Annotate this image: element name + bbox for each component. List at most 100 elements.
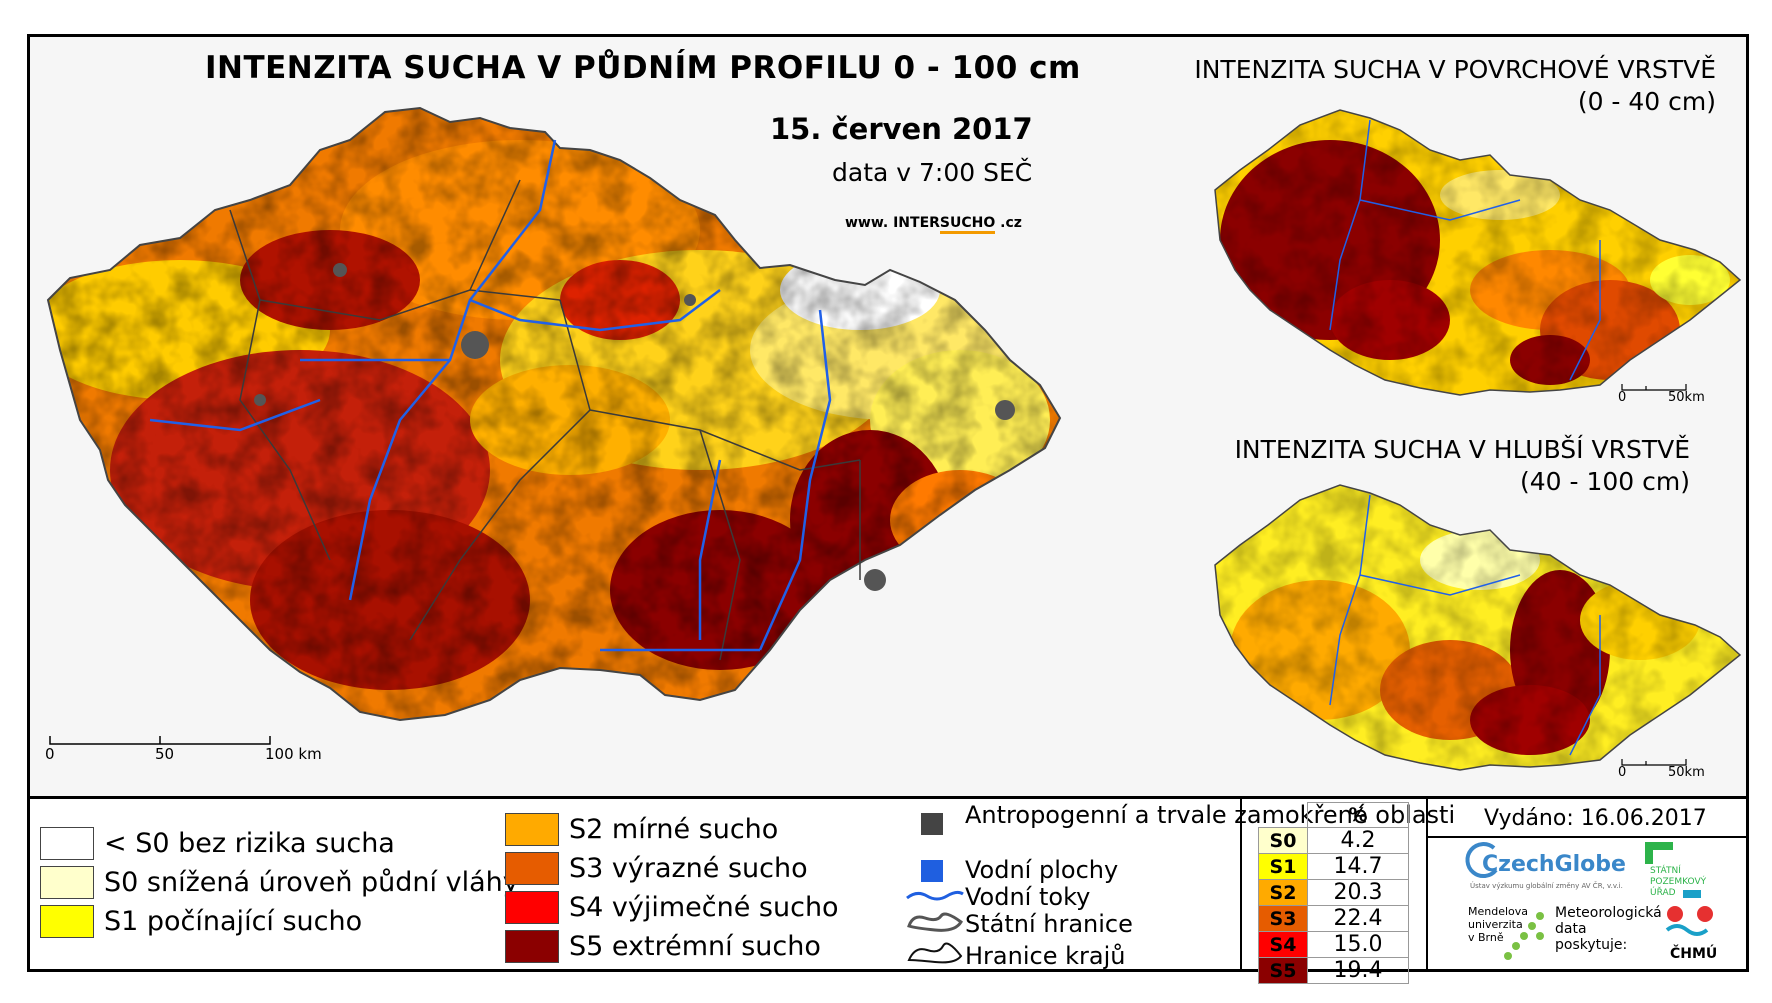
inset-top-subtitle: (0 - 40 cm) [1577,87,1716,116]
percent-class: S2 [1258,879,1308,906]
legend-label: S2 mírné sucho [569,814,779,845]
inset-bottom-drought-map [1215,485,1740,770]
inset-bottom-scalebar-label-0: 0 [1618,765,1627,780]
legend-label: S3 výrazné sucho [569,853,808,884]
table-row: S4 15.0 [1258,931,1409,958]
percent-class: S1 [1258,853,1308,880]
website-suffix: .cz [995,215,1022,231]
legend-swatch [40,827,94,860]
mendel-line-2: univerzita [1468,918,1523,931]
percent-class: S3 [1258,905,1308,932]
legend-class-s3: S3 výrazné sucho [505,852,808,885]
website-prefix: www. INTER [845,215,940,231]
inset-bottom-title: INTENZITA SUCHA V HLUBŠÍ VRSTVĚ [1234,435,1690,464]
czechglobe-logo-text: CzechGlobe [1482,852,1626,877]
legend-swatch [505,930,559,963]
meteo-line-2: data [1555,921,1587,937]
table-row: S2 20.3 [1258,879,1409,906]
spu-line-3: ÚŘAD [1650,888,1676,898]
percent-value: 20.3 [1307,879,1409,906]
legend-class-s1: S1 počínající sucho [40,905,362,938]
table-row: S0 4.2 [1258,827,1409,854]
mendel-logo-icon [1504,912,1544,960]
main-drought-map [48,108,1060,720]
percent-class: S4 [1258,931,1308,958]
legend-rivers-label: Vodní toky [965,883,1091,911]
legend-state-border-label: Státní hranice [965,910,1133,938]
percent-value: 19.4 [1307,957,1409,984]
chmu-logo-icon [1665,890,1713,936]
region-border-icon [907,942,963,964]
legend-label: S5 extrémní sucho [569,931,821,962]
urban-area-icon [921,813,943,835]
percent-value: 22.4 [1307,905,1409,932]
website-mid: SUCHO [939,215,996,234]
legend-class-s2: S2 mírné sucho [505,813,778,846]
legend-divider [1240,796,1242,972]
table-row: S3 22.4 [1258,905,1409,932]
main-map-time: data v 7:00 SEČ [832,158,1033,187]
main-map-date: 15. červen 2017 [770,112,1033,146]
table-row: S5 19.4 [1258,957,1409,984]
legend-swatch [505,852,559,885]
main-scalebar [49,736,271,745]
inset-bottom-scalebar [1621,759,1687,766]
legend-swatch [40,905,94,938]
percent-table-header: % [1258,802,1409,828]
inset-top-drought-map [1215,110,1740,395]
legend-region-border-label: Hranice krajů [965,942,1126,970]
inset-bottom-subtitle: (40 - 100 cm) [1520,467,1690,496]
legend-panel [27,796,1749,972]
legend-label: S1 počínající sucho [104,906,363,937]
czechglobe-subtitle: Ústav výzkumu globální změny AV ČR, v.v.… [1470,882,1623,890]
legend-swatch [505,813,559,846]
main-urban-areas [254,263,1015,591]
legend-label: S0 snížená úroveň půdní vláhy [104,867,519,898]
mendel-line-1: Mendelova [1468,905,1529,918]
inset-top-scalebar-label-0: 0 [1618,390,1627,405]
spu-line-2: POZEMKOVÝ [1650,877,1707,887]
main-region-borders [229,179,861,661]
legend-class-below-s0: < S0 bez rizika sucha [40,827,395,860]
legend-label: < S0 bez rizika sucha [104,828,395,859]
percent-class: S0 [1258,827,1308,854]
percent-table: % S0 4.2 S1 14.7 S2 20.3 S3 22.4 S4 15.0… [1258,802,1409,984]
percent-table-corner [1258,802,1308,828]
issued-date: Vydáno: 16.06.2017 [1484,806,1707,831]
spu-logo-icon [1645,842,1673,864]
website-link[interactable]: www. INTERSUCHO .cz [845,215,1022,234]
percent-value: 4.2 [1307,827,1409,854]
percent-class: S5 [1258,957,1308,984]
main-scalebar-label-100: 100 km [265,745,322,763]
chmu-logo-text: ČHMÚ [1670,946,1718,962]
river-line-icon [906,890,964,901]
mendel-line-3: v Brně [1468,931,1504,944]
inset-top-scalebar [1621,384,1687,391]
table-row: S1 14.7 [1258,853,1409,880]
legend-swatch [40,866,94,899]
legend-swatch [505,891,559,924]
meteo-data-text: Meteorologická data poskytuje: [1555,905,1662,953]
legend-water-label: Vodní plochy [965,856,1119,884]
main-rivers [149,139,832,652]
inset-bottom-scalebar-label-50: 50km [1668,765,1705,780]
mendel-logo-text: Mendelova univerzita v Brně [1468,905,1528,944]
state-border-icon [907,912,963,932]
water-body-icon [921,860,943,882]
inset-bottom-state-border [1214,484,1742,771]
legend-class-s5: S5 extrémní sucho [505,930,821,963]
main-scalebar-label-0: 0 [45,745,55,763]
meteo-line-3: poskytuje: [1555,937,1628,953]
inset-top-title: INTENZITA SUCHA V POVRCHOVÉ VRSTVĚ [1194,55,1716,84]
legend-class-s4: S4 výjimečné sucho [505,891,839,924]
spu-line-1: STÁTNÍ [1650,866,1681,876]
czechglobe-logo-icon [1465,842,1498,879]
legend-label: S4 výjimečné sucho [569,892,839,923]
spu-logo-text: STÁTNÍ POZEMKOVÝ ÚŘAD [1650,866,1706,899]
main-scalebar-label-50: 50 [155,745,175,763]
meteo-line-1: Meteorologická [1555,905,1662,921]
inset-top-state-border [1214,109,1742,396]
inset-top-scalebar-label-50: 50km [1668,390,1705,405]
main-state-border [46,106,1062,722]
